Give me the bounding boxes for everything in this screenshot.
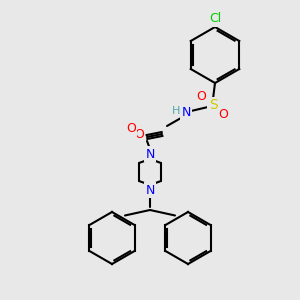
Text: H: H [172,106,180,116]
Text: Cl: Cl [209,13,221,26]
Text: N: N [181,106,191,119]
Text: N: N [145,148,155,160]
Text: O: O [196,91,206,103]
Text: O: O [126,122,136,136]
Text: O: O [218,109,228,122]
Text: O: O [134,128,144,142]
Text: S: S [208,98,217,112]
Text: N: N [145,184,155,196]
